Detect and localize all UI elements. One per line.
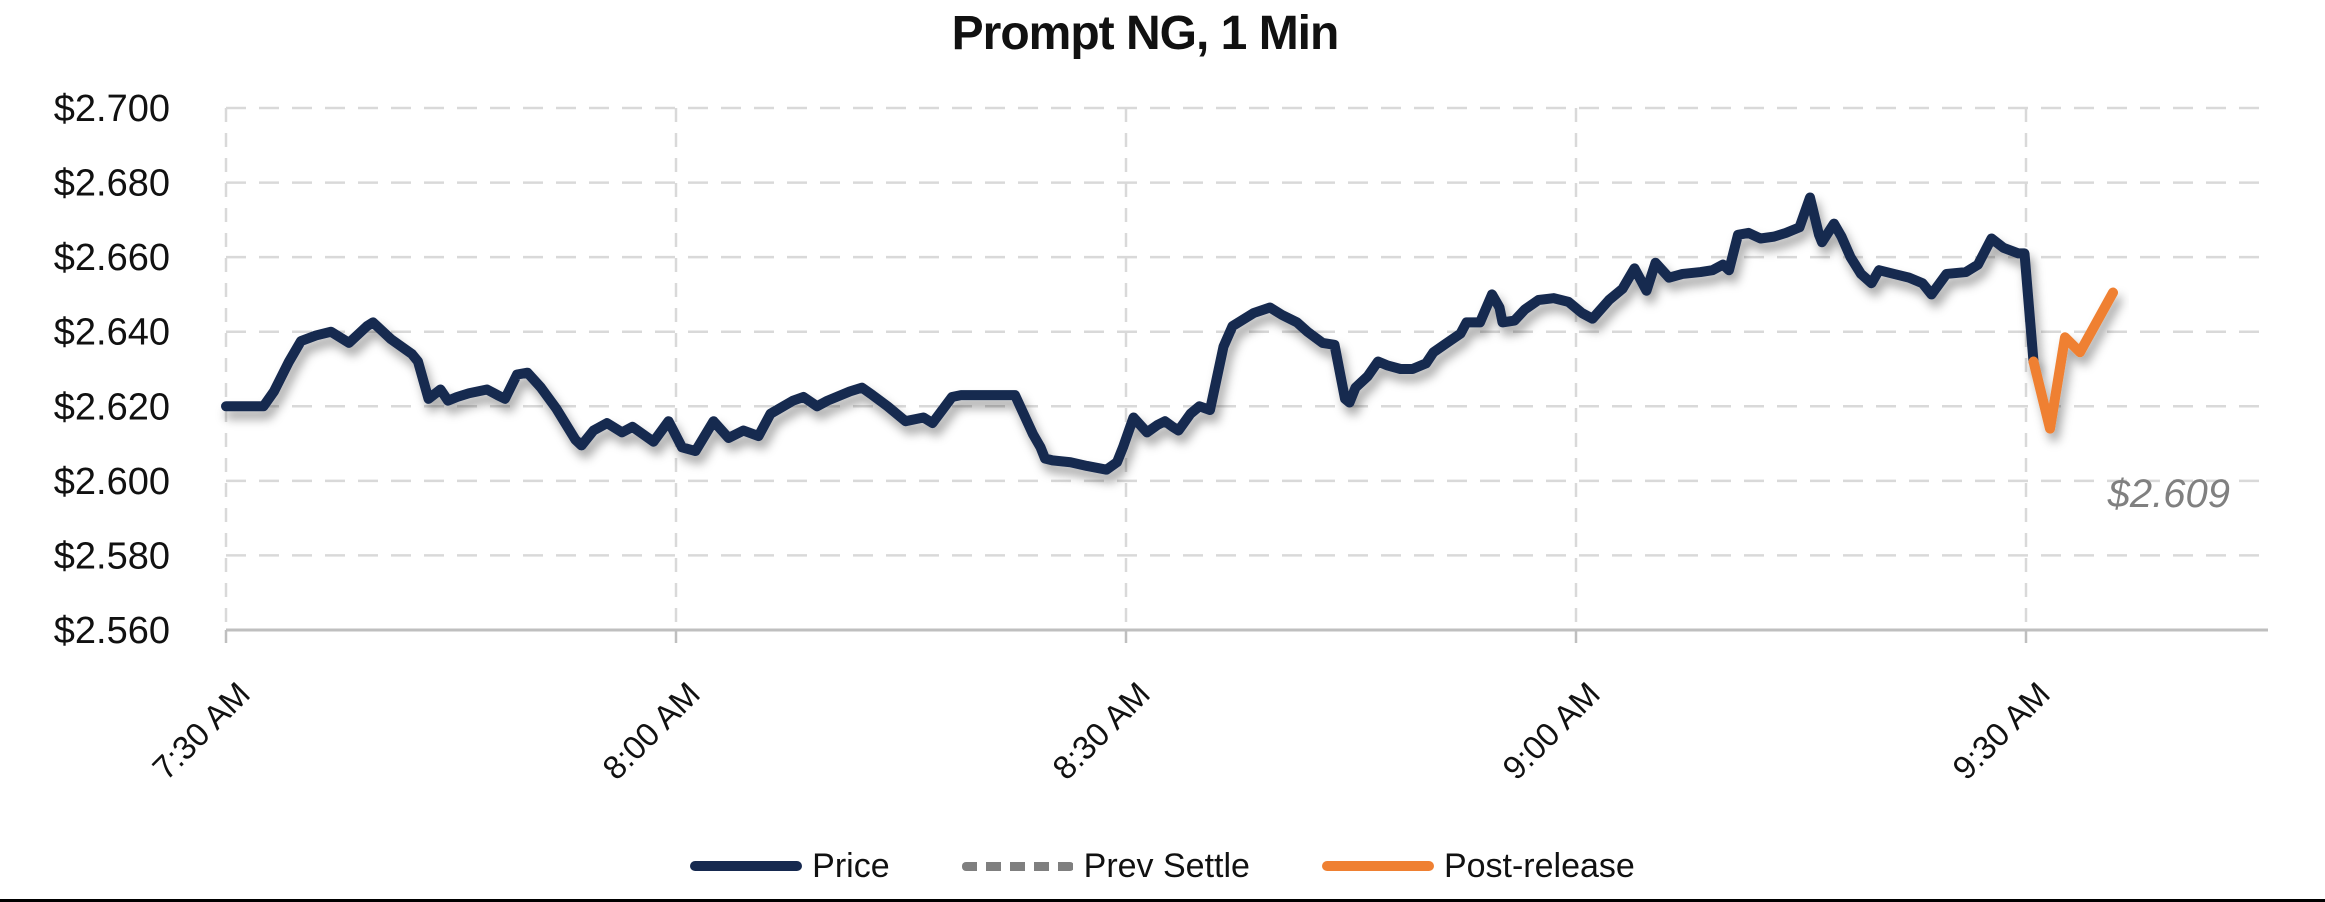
y-tick-label: $2.660 <box>54 237 170 279</box>
x-axis-line <box>224 628 2268 643</box>
prev-settle-dashed-swatch <box>961 861 1074 871</box>
legend-item-prev-settle: Prev Settle <box>961 846 1250 886</box>
bottom-border-line <box>0 899 2325 902</box>
y-tick-label: $2.680 <box>54 163 170 205</box>
chart-title: Prompt NG, 1 Min <box>951 7 1340 60</box>
series-lines <box>221 192 2263 475</box>
legend-item-price: Price <box>690 846 890 886</box>
legend: Price Prev Settle Post-release <box>0 843 2325 889</box>
y-tick-label: $2.600 <box>54 461 170 503</box>
legend-item-post-release: Post-release <box>1321 846 1635 886</box>
x-tick-label: 9:30 AM <box>1945 675 2057 787</box>
x-tick-label: 9:00 AM <box>1495 675 1607 787</box>
y-tick-label: $2.620 <box>54 386 170 428</box>
legend-label-post-release: Post-release <box>1443 846 1635 885</box>
post-release-line-swatch <box>1321 861 1434 871</box>
x-tick-label: 8:00 AM <box>595 675 707 787</box>
gridlines <box>224 106 2268 630</box>
legend-label-price: Price <box>812 846 890 885</box>
y-tick-label: $2.640 <box>54 312 170 354</box>
price-line-swatch <box>690 861 803 871</box>
prev-settle-value-label: $2.609 <box>2107 472 2230 516</box>
price-line <box>221 192 2039 475</box>
y-tick-label: $2.580 <box>54 535 170 577</box>
y-tick-label: $2.560 <box>54 610 170 652</box>
x-tick-label: 8:30 AM <box>1045 675 1157 787</box>
y-tick-label: $2.700 <box>54 88 170 130</box>
axis-tick-labels: $2.700 $2.680 $2.660 $2.640 $2.620 $2.600 $2.5… <box>54 88 2057 787</box>
x-tick-label: 7:30 AM <box>145 675 257 787</box>
legend-label-prev-settle: Prev Settle <box>1083 846 1250 885</box>
post-release-line <box>2028 287 2118 434</box>
